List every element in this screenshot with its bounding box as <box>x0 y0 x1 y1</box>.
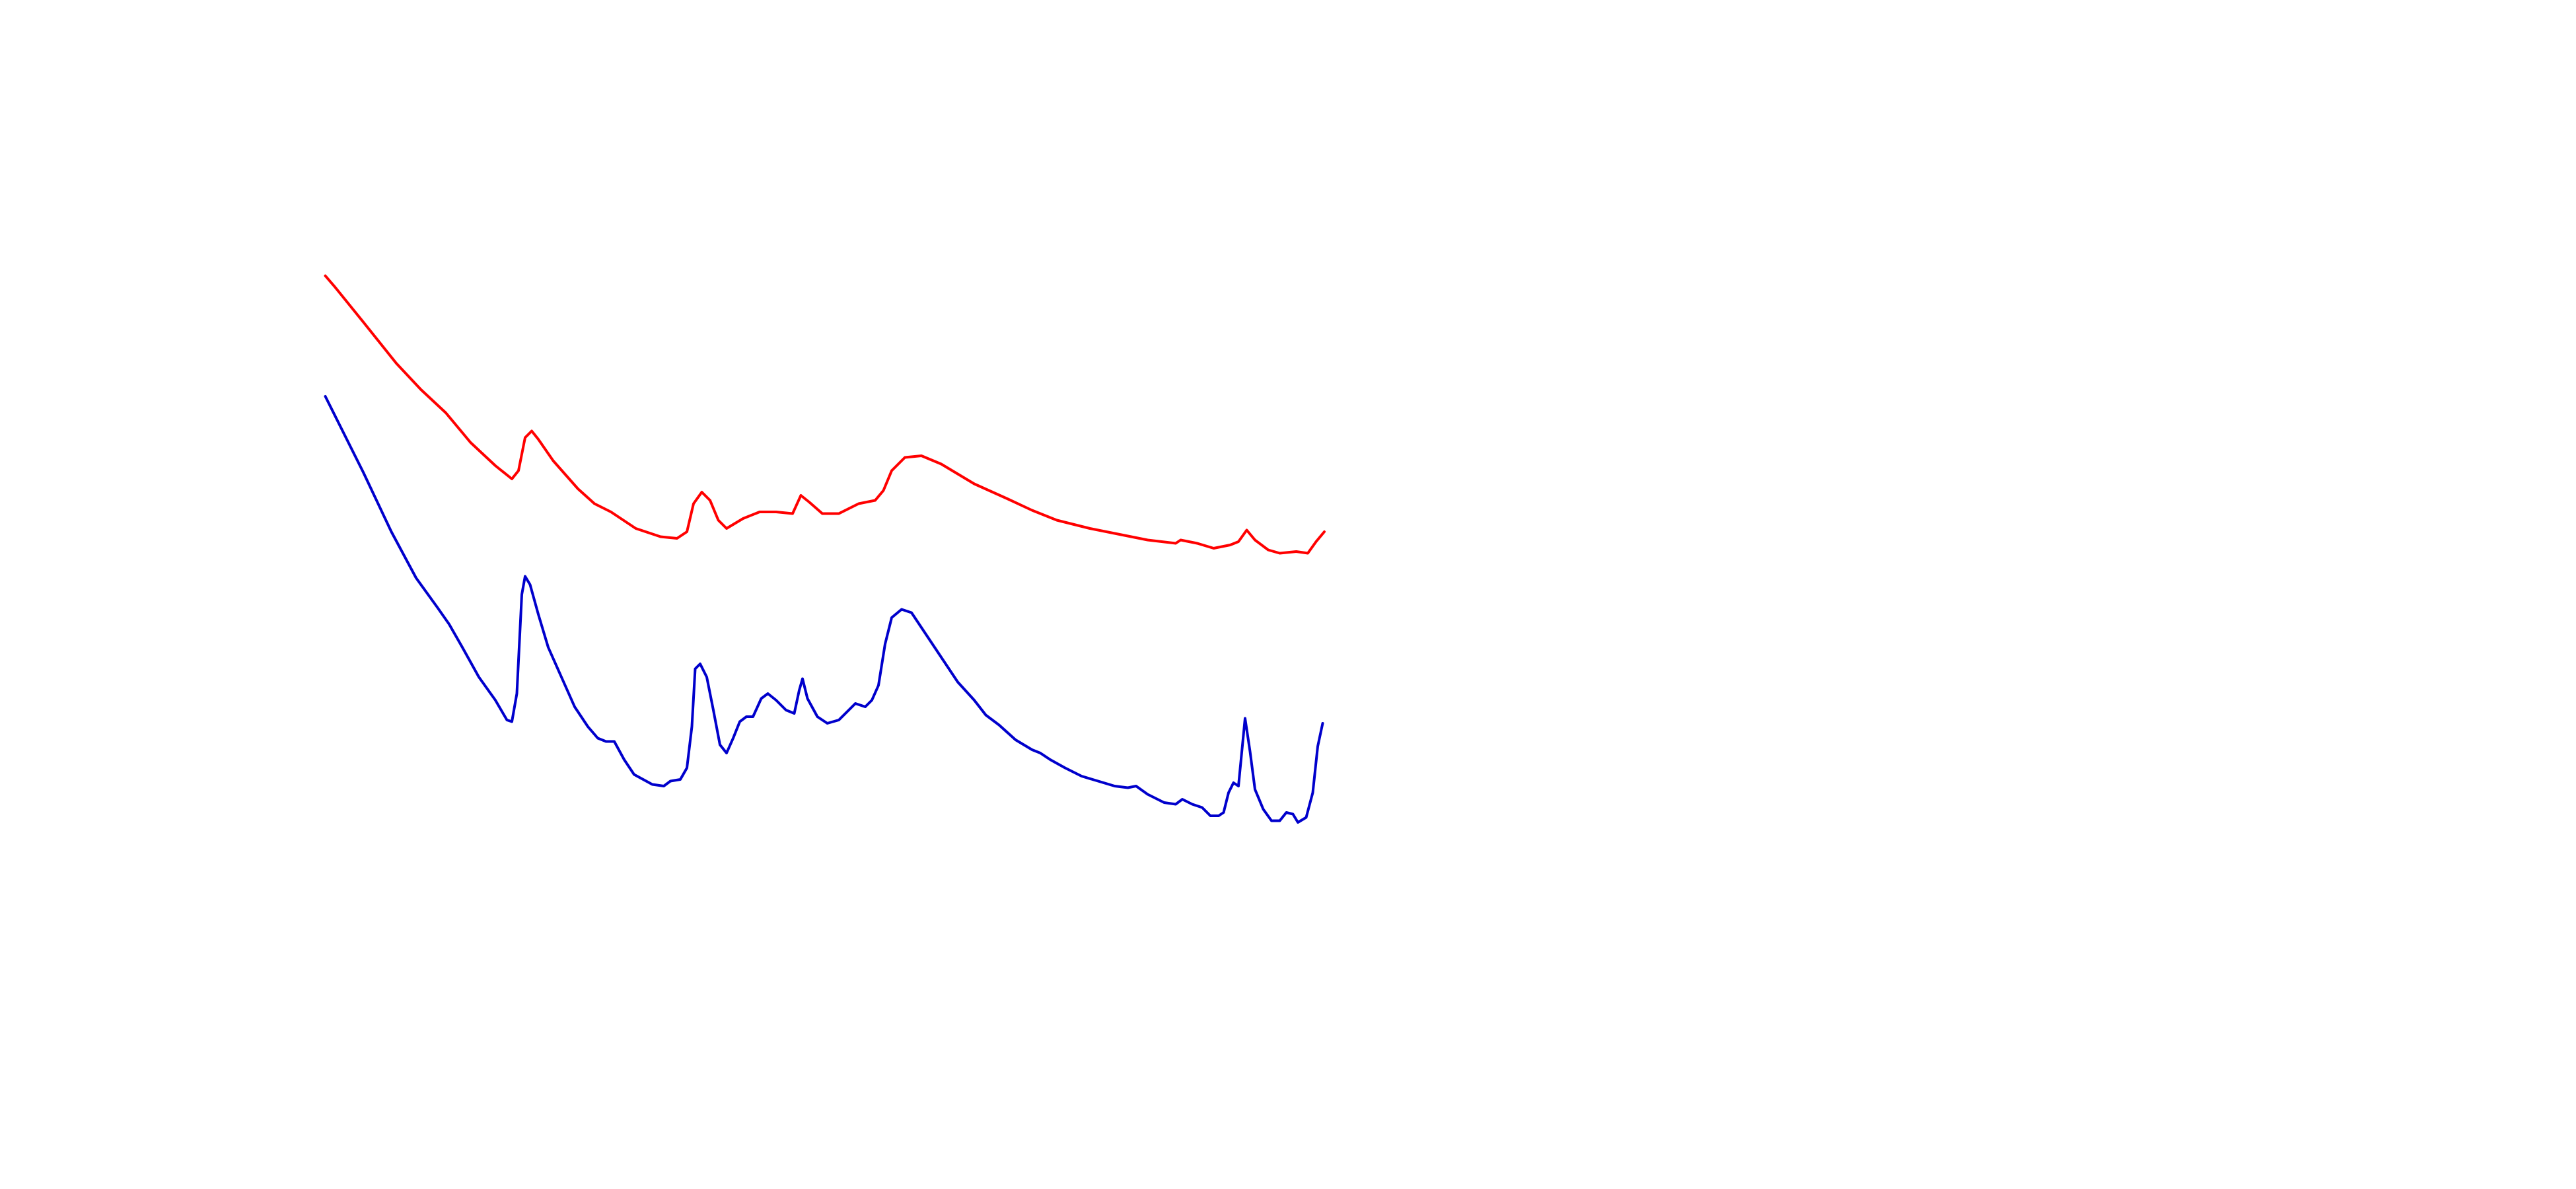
line-series <box>324 395 1324 824</box>
line-series <box>324 274 1326 555</box>
